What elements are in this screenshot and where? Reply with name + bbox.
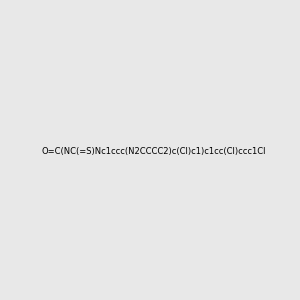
Text: O=C(NC(=S)Nc1ccc(N2CCCC2)c(Cl)c1)c1cc(Cl)ccc1Cl: O=C(NC(=S)Nc1ccc(N2CCCC2)c(Cl)c1)c1cc(Cl… bbox=[41, 147, 266, 156]
